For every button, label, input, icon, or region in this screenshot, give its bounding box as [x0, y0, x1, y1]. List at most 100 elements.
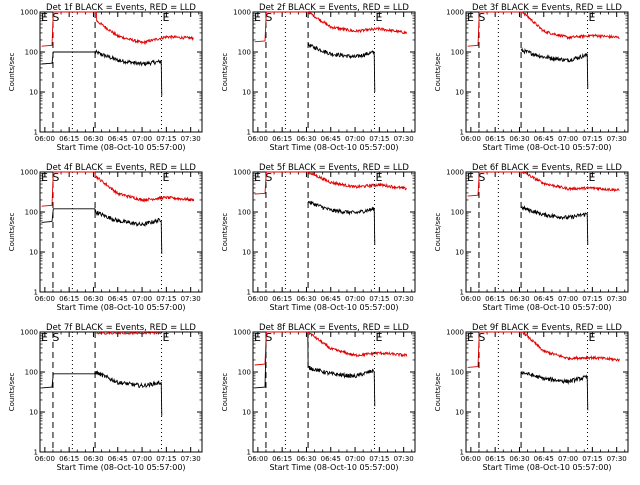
- panel-title: Det 6f BLACK = Events, RED = LLD: [472, 163, 622, 173]
- y-tick-label: 1000: [233, 329, 251, 337]
- event-marker-label: S: [265, 331, 272, 344]
- x-tick-label: 06:00: [248, 455, 268, 463]
- y-tick-label: 10: [455, 409, 464, 417]
- series-lld-line: [467, 11, 620, 47]
- x-tick-label: 07:30: [607, 295, 627, 303]
- event-marker-label: S: [265, 171, 272, 184]
- series-lld-line: [254, 331, 408, 366]
- y-tick-label: 100: [25, 369, 38, 377]
- y-tick-label: 100: [238, 209, 251, 217]
- y-tick-label: 100: [451, 369, 464, 377]
- y-tick-label: 10: [455, 249, 464, 257]
- event-marker-label: E: [467, 11, 474, 24]
- x-tick-label: 07:30: [394, 295, 414, 303]
- event-marker-label: E: [467, 331, 474, 344]
- event-marker-label: E: [254, 331, 261, 344]
- x-tick-label: 07:30: [181, 295, 201, 303]
- panel-title: Det 2f BLACK = Events, RED = LLD: [259, 3, 409, 13]
- series-lld-line: [467, 171, 620, 197]
- plot-frame: [465, 11, 629, 133]
- x-tick-label: 06:00: [35, 135, 55, 143]
- x-axis-label: Start Time (08-Oct-10 05:57:00): [482, 143, 611, 152]
- x-tick-label: 07:00: [558, 295, 578, 303]
- y-tick-label: 1000: [446, 9, 464, 17]
- x-tick-label: 07:30: [394, 135, 414, 143]
- y-tick-label: 1: [247, 449, 251, 457]
- y-axis-label: Counts/sec: [434, 213, 442, 252]
- event-marker-label: S: [478, 331, 485, 344]
- plot-frame: [465, 331, 629, 453]
- y-axis-label: Counts/sec: [8, 53, 16, 92]
- event-marker-label: E: [376, 171, 383, 184]
- detector-panel-6: Det 6f BLACK = Events, RED = LLD 06:00 06:…: [434, 163, 629, 312]
- x-tick-label: 06:15: [485, 455, 505, 463]
- y-tick-label: 1: [247, 289, 251, 297]
- panel-title: Det 5f BLACK = Events, RED = LLD: [259, 163, 409, 173]
- x-tick-label: 07:15: [582, 455, 602, 463]
- event-marker-label: S: [478, 171, 485, 184]
- y-tick-label: 100: [451, 209, 464, 217]
- y-tick-label: 10: [242, 409, 251, 417]
- series-lld-line: [467, 330, 620, 368]
- y-tick-label: 1000: [20, 9, 38, 17]
- plot-frame: [39, 171, 203, 293]
- event-marker-label: E: [41, 11, 48, 24]
- detector-panel-4: Det 4f BLACK = Events, RED = LLD 06:00 06:…: [8, 163, 203, 312]
- detector-panel-8: Det 8f BLACK = Events, RED = LLD 06:00 06:…: [221, 323, 416, 472]
- x-tick-label: 07:15: [582, 135, 602, 143]
- event-marker-label: E: [589, 331, 596, 344]
- series-lld-line: [96, 330, 162, 336]
- x-tick-label: 06:30: [83, 295, 103, 303]
- x-tick-label: 06:00: [461, 295, 481, 303]
- panel-title: Det 4f BLACK = Events, RED = LLD: [46, 163, 196, 173]
- series-events-line: [41, 49, 163, 96]
- x-tick-label: 06:45: [321, 135, 341, 143]
- x-tick-label: 07:00: [132, 455, 152, 463]
- x-tick-label: 06:00: [461, 455, 481, 463]
- y-tick-label: 1000: [446, 169, 464, 177]
- y-axis-label: Counts/sec: [8, 373, 16, 412]
- x-tick-label: 07:15: [156, 135, 176, 143]
- y-tick-label: 1: [34, 129, 38, 137]
- y-axis-label: Counts/sec: [221, 213, 229, 252]
- x-tick-label: 06:30: [296, 455, 316, 463]
- series-lld-line: [41, 11, 194, 47]
- x-tick-label: 07:30: [607, 135, 627, 143]
- y-tick-label: 1: [460, 449, 464, 457]
- x-tick-label: 06:30: [509, 135, 529, 143]
- x-tick-label: 07:00: [132, 135, 152, 143]
- y-axis-label: Counts/sec: [8, 213, 16, 252]
- y-tick-label: 100: [25, 209, 38, 217]
- x-tick-label: 06:15: [272, 295, 292, 303]
- series-events-line: [520, 47, 589, 89]
- x-axis-label: Start Time (08-Oct-10 05:57:00): [269, 463, 398, 472]
- detector-panel-2: Det 2f BLACK = Events, RED = LLD 06:00 06:…: [221, 3, 416, 152]
- y-tick-label: 1000: [20, 169, 38, 177]
- x-tick-label: 07:00: [132, 295, 152, 303]
- series-events-line: [41, 370, 163, 416]
- x-axis-label: Start Time (08-Oct-10 05:57:00): [269, 303, 398, 312]
- y-tick-label: 1000: [446, 329, 464, 337]
- y-tick-label: 1000: [233, 169, 251, 177]
- y-axis-label: Counts/sec: [434, 373, 442, 412]
- x-tick-label: 07:15: [156, 455, 176, 463]
- event-marker-label: S: [52, 171, 59, 184]
- event-marker-label: E: [589, 11, 596, 24]
- event-marker-label: E: [41, 331, 48, 344]
- x-tick-label: 06:15: [272, 455, 292, 463]
- x-tick-label: 07:15: [582, 295, 602, 303]
- x-tick-label: 06:00: [248, 295, 268, 303]
- x-axis-label: Start Time (08-Oct-10 05:57:00): [269, 143, 398, 152]
- x-tick-label: 07:00: [345, 455, 365, 463]
- series-lld-line: [254, 171, 408, 195]
- x-tick-label: 07:00: [558, 135, 578, 143]
- panel-title: Det 1f BLACK = Events, RED = LLD: [46, 3, 196, 13]
- y-tick-label: 1000: [233, 9, 251, 17]
- x-tick-label: 06:45: [108, 135, 128, 143]
- x-tick-label: 06:45: [534, 135, 554, 143]
- x-tick-label: 06:45: [108, 295, 128, 303]
- x-tick-label: 07:15: [369, 295, 389, 303]
- x-tick-label: 07:30: [607, 455, 627, 463]
- y-axis-label: Counts/sec: [221, 53, 229, 92]
